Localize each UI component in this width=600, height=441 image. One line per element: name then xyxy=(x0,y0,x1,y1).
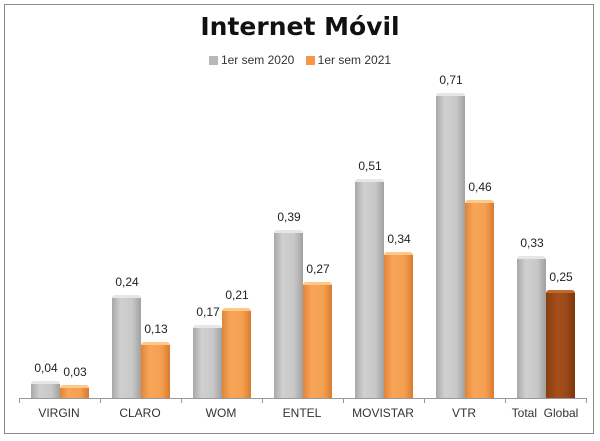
bar-2021 xyxy=(465,200,494,398)
data-label: 0,13 xyxy=(144,322,168,336)
data-label: 0,21 xyxy=(225,288,249,302)
bar-2020 xyxy=(193,325,222,398)
data-label: 0,33 xyxy=(520,236,544,250)
legend-swatch-orange-icon xyxy=(305,56,315,65)
x-axis xyxy=(19,398,586,399)
data-label: 0,51 xyxy=(358,159,382,173)
bar-2021 xyxy=(546,290,575,398)
data-label: 0,27 xyxy=(306,262,330,276)
bar-2020 xyxy=(517,256,546,398)
data-label: 0,39 xyxy=(277,210,301,224)
data-label: 0,71 xyxy=(439,73,463,87)
data-label: 0,04 xyxy=(34,361,58,375)
x-tick xyxy=(505,398,506,403)
category-label: VIRGIN xyxy=(38,406,80,420)
bar-2020 xyxy=(31,381,60,398)
bar-2020 xyxy=(274,230,303,398)
data-label: 0,46 xyxy=(468,180,492,194)
legend-swatch-gray-icon xyxy=(208,56,218,65)
legend-item-2020: 1er sem 2020 xyxy=(208,53,294,67)
bar-2021 xyxy=(303,282,332,398)
category-label: CLARO xyxy=(119,406,161,420)
x-tick xyxy=(100,398,101,403)
data-label: 0,24 xyxy=(115,275,139,289)
data-label: 0,34 xyxy=(387,232,411,246)
legend: 1er sem 2020 1er sem 2021 xyxy=(0,53,600,67)
data-label: 0,25 xyxy=(549,270,573,284)
bar-2020 xyxy=(355,179,384,398)
bar-2021 xyxy=(384,252,413,398)
category-label: VTR xyxy=(452,406,476,420)
x-tick xyxy=(181,398,182,403)
bar-2020 xyxy=(112,295,141,398)
legend-item-2021: 1er sem 2021 xyxy=(305,53,391,67)
x-tick xyxy=(19,398,20,403)
x-tick xyxy=(262,398,263,403)
data-label: 0,17 xyxy=(196,305,220,319)
bar-2021 xyxy=(141,342,170,398)
category-label: MOVISTAR xyxy=(352,406,414,420)
x-tick xyxy=(586,398,587,403)
bar-2021 xyxy=(60,385,89,398)
bar-2020 xyxy=(436,93,465,398)
bar-2021 xyxy=(222,308,251,398)
x-tick xyxy=(424,398,425,403)
data-label: 0,03 xyxy=(63,365,87,379)
category-label: ENTEL xyxy=(282,406,322,420)
chart-title: Internet Móvil xyxy=(200,12,400,41)
category-label: Total Global xyxy=(511,406,579,420)
category-label: WOM xyxy=(205,406,237,420)
x-tick xyxy=(343,398,344,403)
